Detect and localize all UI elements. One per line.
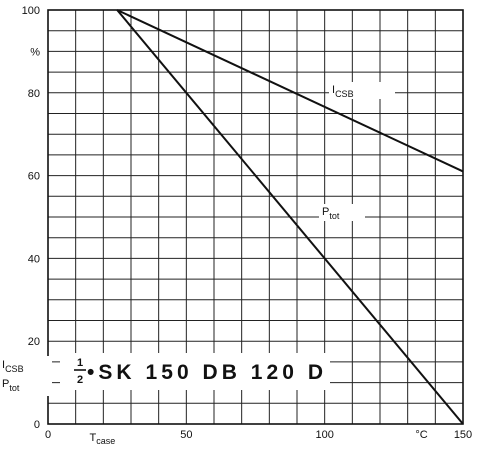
y-tick-label: 0: [34, 419, 40, 431]
y-tick-label: 60: [28, 171, 40, 183]
svg-text:Ptot: Ptot: [2, 378, 20, 393]
x-tick-label: 50: [180, 429, 192, 441]
series-label-icsb: ICSB: [329, 82, 395, 99]
plot-frame: [47, 9, 464, 425]
series-line-icsb: [116, 9, 464, 173]
x-tick-label: 150: [454, 429, 472, 441]
chart-title: 1 2 •SK 150 DB 120 D: [60, 353, 330, 390]
x-tick-label: 100: [315, 429, 333, 441]
y-tick-label: 40: [28, 253, 40, 265]
x-unit-label: °C: [415, 429, 427, 441]
y-unit-label: %: [30, 46, 40, 58]
x-axis-label: Tcase: [90, 432, 116, 446]
y-tick-label: 20: [28, 336, 40, 348]
series-layer: [116, 9, 464, 425]
grid: [48, 10, 463, 424]
title-text: •SK 150 DB 120 D: [87, 361, 323, 384]
series-label-ptot: Ptot: [319, 204, 365, 221]
y-tick-label: 80: [28, 88, 40, 100]
title-fraction-numerator: 1: [77, 357, 83, 369]
svg-text:ICSB: ICSB: [332, 84, 354, 99]
svg-text:Ptot: Ptot: [322, 206, 340, 221]
title-fraction-denominator: 2: [77, 374, 83, 386]
tick-labels: 0 20 40 60 80 100 0 50 100 150: [22, 5, 473, 441]
series-line-ptot: [116, 9, 464, 425]
svg-text:ICSB: ICSB: [2, 359, 24, 374]
y-tick-label: 100: [22, 5, 40, 17]
x-tick-label: 0: [45, 429, 51, 441]
y-axis-label: ICSB Ptot: [0, 356, 52, 396]
